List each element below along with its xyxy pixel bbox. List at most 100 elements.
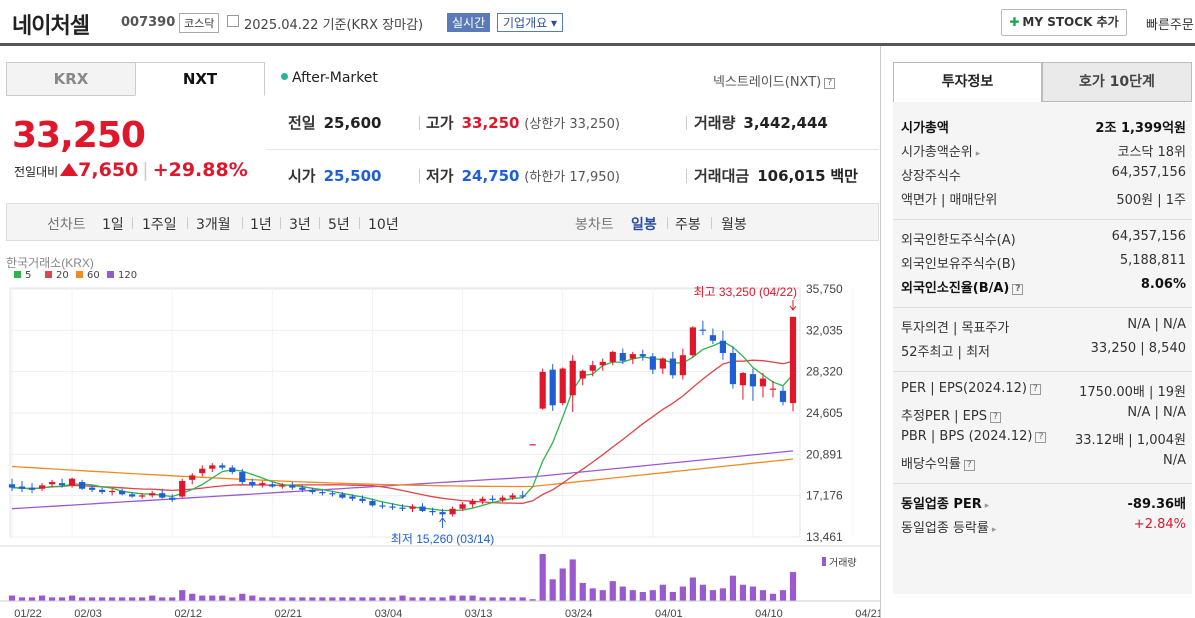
help-icon[interactable]: ? [824, 78, 836, 89]
period-1d[interactable]: 1일 [102, 217, 124, 233]
candle-body [779, 390, 787, 402]
y-tick-label: 13,461 [806, 530, 843, 544]
volume-bar [28, 597, 36, 601]
volume-bar [259, 597, 266, 601]
candle-body [729, 352, 737, 385]
help-icon[interactable]: ? [1035, 432, 1047, 443]
chart-toolbar: 선차트 1일 1주일 3개월 1년 3년 5년 10년 봉차트 일봉 주봉 월봉 [6, 203, 879, 241]
info-value: 500원 | 1주 [1116, 193, 1186, 208]
period-5y[interactable]: 5년 [328, 217, 350, 233]
info-key: 액면가 | 매매단위 [901, 193, 998, 208]
candle-body [149, 493, 156, 496]
volume-bar [529, 599, 536, 601]
period-1w[interactable]: 1주일 [142, 217, 177, 233]
amount-label: 거래대금 [694, 167, 750, 185]
volume-bar [189, 593, 196, 601]
candle-body [569, 360, 576, 396]
info-key: 외국인소진율(B/A)? [901, 277, 1024, 296]
tab-nxt[interactable]: NXT [135, 62, 265, 96]
volume-bar [479, 597, 486, 601]
nxt-link[interactable]: 넥스트레이드(NXT)? [713, 71, 836, 90]
realtime-button[interactable]: 실시간 [447, 13, 491, 32]
candle-body [109, 490, 116, 493]
info-value: 1750.00배 | 19원 [1079, 385, 1186, 400]
info-value: +2.84% [1133, 517, 1186, 532]
volume-bar [88, 597, 96, 601]
volume-bar [439, 597, 446, 601]
separator [280, 217, 281, 229]
grid-divider [267, 149, 879, 150]
candle-body [529, 444, 536, 446]
y-tick-label: 35,750 [806, 282, 843, 296]
tab-orderbook[interactable]: 호가 10단계 [1042, 62, 1192, 102]
info-key: PER | EPS(2024.12)? [901, 381, 1041, 396]
volume-bar [179, 590, 186, 601]
candle-body [499, 497, 506, 500]
candle-weekly[interactable]: 주봉 [675, 217, 701, 233]
candle-body [659, 358, 666, 369]
volume-bar [749, 586, 757, 601]
candle-body [449, 508, 456, 515]
volume-bar [359, 597, 366, 601]
amount-value: 106,015 [757, 167, 826, 185]
separator [319, 217, 320, 229]
help-icon[interactable]: ? [963, 460, 975, 471]
legend-swatch [76, 271, 83, 278]
volume-bar [729, 575, 737, 601]
volume-bar [139, 597, 146, 601]
volume-bar [629, 590, 636, 601]
period-3m[interactable]: 3개월 [196, 217, 231, 233]
tab-invest-info[interactable]: 투자정보 [893, 62, 1042, 102]
candle-body [579, 370, 586, 379]
info-key: 시가총액순위 ▸ [901, 145, 981, 160]
candle-body [669, 358, 676, 376]
period-3y[interactable]: 3년 [289, 217, 311, 233]
volume: 거래량 3,442,444 [694, 112, 828, 133]
line-chart-label: 선차트 [47, 217, 86, 233]
candle-body [309, 489, 316, 493]
x-tick-label: 02/03 [74, 608, 102, 618]
separator [419, 169, 420, 183]
plot-frame [9, 287, 801, 538]
help-icon[interactable]: ? [1029, 384, 1041, 395]
volume-bar [78, 597, 86, 601]
y-tick-label: 32,035 [806, 323, 843, 337]
max-annotation: 최고 33,250 (04/22) [694, 285, 797, 299]
candle-body [469, 500, 476, 505]
period-1y[interactable]: 1년 [250, 217, 272, 233]
help-icon[interactable]: ? [1012, 284, 1024, 295]
volume-bar [309, 597, 316, 601]
chart-title: 한국거래소(KRX) [6, 256, 94, 270]
period-10y[interactable]: 10년 [368, 217, 399, 233]
tab-krx[interactable]: KRX [6, 62, 136, 96]
volume-bar [159, 597, 166, 601]
amount-unit: 백만 [830, 167, 858, 185]
candle-monthly[interactable]: 월봉 [721, 217, 747, 233]
separator [686, 169, 687, 183]
candle-body [229, 467, 236, 473]
candle-body [349, 496, 356, 499]
corp-info-dropdown[interactable]: 기업개요 ▾ [497, 13, 563, 32]
mystock-add-button[interactable]: ✚ MY STOCK 추가 [1001, 9, 1127, 36]
volume-bar [389, 597, 396, 601]
help-icon[interactable]: ? [989, 412, 1001, 423]
legend-swatch [107, 271, 114, 278]
candle-body [269, 484, 276, 487]
info-key: 동일업종 PER ▸ [901, 497, 990, 512]
candle-body [279, 485, 286, 487]
candle-body [169, 497, 176, 500]
volume-bar [219, 595, 226, 601]
price-chart[interactable]: 한국거래소(KRX)5 20 60 120 35,750 32,035 28,320 24,6… [0, 244, 880, 618]
candle-body [58, 483, 66, 486]
volume-bar [789, 572, 797, 601]
min-annotation: 최저 15,260 (03/14) [391, 532, 494, 546]
info-key: 52주최고 | 최저 [901, 345, 990, 360]
info-value: 5,188,811 [1119, 253, 1186, 268]
candle-body [679, 355, 686, 376]
stock-name: 네이처셀 [12, 14, 90, 39]
candle-daily[interactable]: 일봉 [631, 217, 657, 233]
info-key: 추정PER | EPS? [901, 405, 1001, 424]
quick-order-link[interactable]: 빠른주문 [1146, 18, 1194, 33]
volume-bar [419, 597, 426, 601]
volume-legend-label: 거래량 [829, 557, 857, 569]
